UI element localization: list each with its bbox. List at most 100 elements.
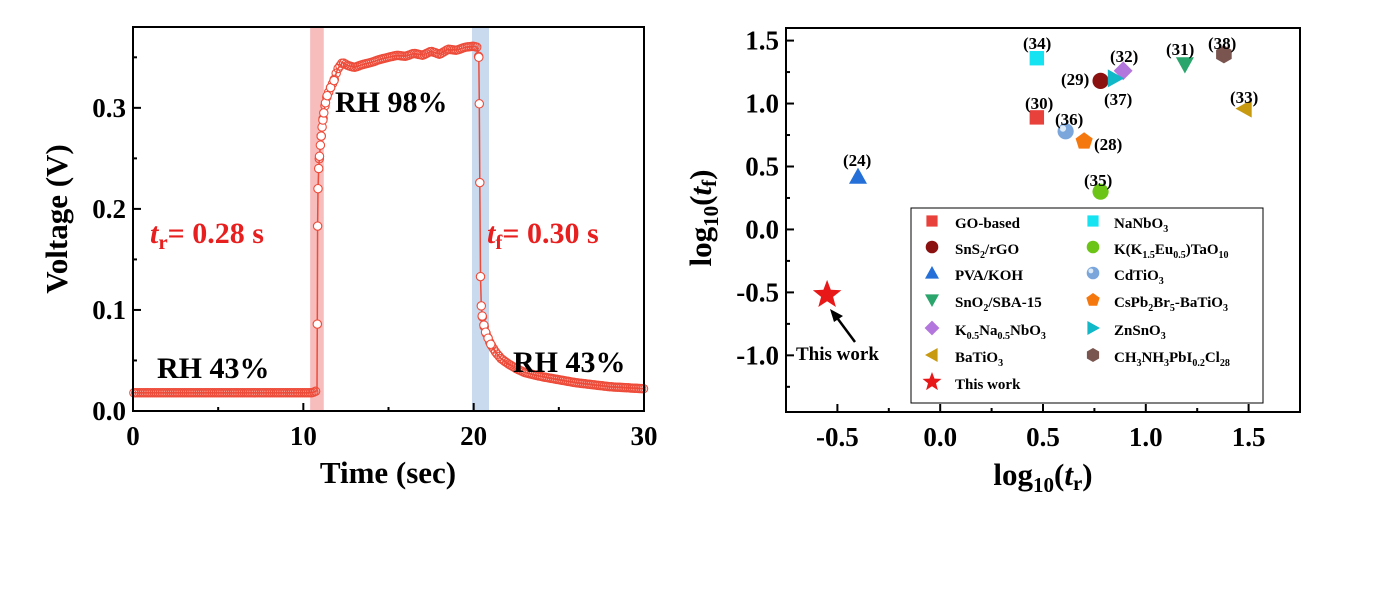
axis-ticks-right: -0.5 0.0 0.5 1.0 1.5 -1.0 -0.5 0.0 0.5 1.0 1.5 — [736, 26, 1301, 452]
point-pentagon — [1075, 132, 1093, 149]
this-work-label: This work — [796, 344, 879, 365]
voltage-point — [312, 221, 323, 231]
ref-label-32: (32) — [1110, 47, 1138, 66]
ref-label-30: (30) — [1025, 94, 1053, 113]
rise-time-value: = 0.28 s — [168, 217, 264, 250]
legend-marker-sno2 — [925, 294, 939, 307]
y-tick-label-right: -1.0 — [736, 340, 779, 370]
y-axis-title-right: log10(tf) — [683, 170, 723, 267]
annotation-rh98: RH 98% — [335, 86, 448, 119]
axis-ticks-left: 0 10 20 30 0.0 0.1 0.2 0.3 — [92, 56, 658, 451]
voltage-point — [474, 52, 484, 63]
x-axis-title-right: log10(tr) — [993, 457, 1092, 497]
voltage-point — [322, 90, 332, 101]
point-triangle-up — [849, 167, 867, 184]
y-tick-label-left: 0.3 — [92, 93, 126, 123]
annotation-rh43-right: RH 43% — [513, 346, 626, 379]
point-diamond — [1113, 61, 1133, 81]
legend-marker-kket — [1086, 240, 1100, 254]
voltage-point — [477, 311, 487, 321]
y-tick-label-right: -0.5 — [736, 277, 779, 307]
voltage-time-chart: 0 10 20 30 0.0 0.1 0.2 0.3 Time (sec) Voltage (… — [39, 26, 658, 490]
voltage-point — [313, 183, 323, 194]
fall-time-var: t — [487, 217, 497, 250]
x-tick-label-left: 10 — [290, 421, 317, 451]
ref-label-35: (35) — [1084, 171, 1112, 190]
y-tick-label-left: 0.2 — [92, 194, 126, 224]
legend-label-znsno3: ZnSnO3 — [1114, 323, 1166, 342]
this-work-arrow — [833, 314, 857, 343]
rise-time-label: tr= 0.28 s — [150, 217, 264, 254]
legend-label-mapbi: CH3NH3PbI0.2Cl28 — [1114, 350, 1230, 369]
legend-label-sno2: SnO2/SBA-15 — [955, 295, 1042, 314]
voltage-point — [315, 140, 326, 150]
legend: GO-based NaNbO3 SnS2/rGO K(K1.5Eu0.5)TaO… — [910, 207, 1264, 404]
legend-label-go: GO-based — [955, 216, 1021, 232]
y-tick-label-right: 1.0 — [745, 89, 779, 119]
legend-label-nanbo3: NaNbO3 — [1114, 216, 1168, 235]
this-work-arrowhead — [830, 309, 843, 322]
x-tick-label-right: 1.0 — [1129, 422, 1163, 452]
legend-marker-sns2 — [925, 240, 939, 254]
x-tick-label-right: -0.5 — [816, 422, 859, 452]
legend-box — [910, 207, 1264, 404]
voltage-point — [476, 301, 487, 311]
voltage-point — [485, 339, 496, 350]
ref-label-33: (33) — [1230, 88, 1258, 107]
legend-marker-nanbo3 — [1087, 215, 1099, 227]
sphere-highlight — [1088, 268, 1094, 274]
legend-marker-go — [926, 215, 938, 227]
legend-marker-knn — [924, 320, 940, 336]
rise-time-sub: r — [158, 230, 167, 254]
fall-time-sub: f — [495, 230, 503, 254]
voltage-point — [319, 108, 329, 118]
ref-label-37: (37) — [1104, 90, 1132, 109]
voltage-point — [314, 151, 325, 162]
y-tick-label-right: 1.5 — [745, 26, 779, 56]
annotation-rh43-left: RH 43% — [157, 352, 270, 385]
rise-time-var: t — [150, 217, 160, 250]
ref-label-28: (28) — [1094, 135, 1122, 154]
legend-marker-batio3 — [925, 348, 938, 362]
legend-label-sns2: SnS2/rGO — [955, 242, 1019, 261]
legend-marker-cspb — [1086, 293, 1100, 306]
voltage-point — [312, 319, 323, 329]
point-star — [812, 279, 842, 307]
legend-label-cspb: CsPb2Br5-BaTiO3 — [1114, 295, 1228, 314]
point-square — [1029, 110, 1045, 125]
legend-marker-pva — [925, 266, 939, 279]
y-tick-label-right: 0.0 — [745, 214, 779, 244]
legend-label-batio3: BaTiO3 — [955, 350, 1003, 369]
voltage-point — [316, 131, 326, 141]
x-tick-label-left: 20 — [460, 421, 487, 451]
legend-marker-mapbi — [1086, 348, 1100, 362]
point-triangle-down — [1175, 57, 1194, 74]
point-square — [1029, 51, 1045, 66]
voltage-point — [423, 47, 433, 58]
sphere-highlight — [1059, 125, 1067, 132]
legend-marker-thiswork — [922, 372, 942, 391]
voltage-point — [313, 163, 324, 174]
point-triangle-right — [1107, 69, 1124, 88]
point-hexagon — [1216, 45, 1232, 64]
voltage-series — [129, 41, 649, 398]
ref-label-36: (36) — [1055, 110, 1083, 129]
legend-marker-znsno3 — [1087, 321, 1100, 335]
voltage-point — [474, 99, 485, 109]
voltage-point — [475, 177, 485, 188]
y-tick-label-left: 0.0 — [92, 396, 126, 426]
x-tick-label-right: 0.5 — [1026, 422, 1060, 452]
ref-label-29: (29) — [1061, 70, 1089, 89]
legend-label-kket: K(K1.5Eu0.5)TaO10 — [1114, 242, 1229, 261]
point-circle — [1092, 72, 1109, 89]
fall-time-value: = 0.30 s — [502, 217, 598, 250]
legend-label-cdtio3: CdTiO3 — [1114, 268, 1164, 287]
point-triangle-left — [1235, 99, 1252, 118]
legend-label-thiswork: This work — [955, 377, 1021, 393]
x-tick-label-right: 0.0 — [923, 422, 957, 452]
x-tick-label-right: 1.5 — [1232, 422, 1266, 452]
x-axis-title-left: Time (sec) — [320, 455, 456, 490]
ref-label-31: (31) — [1166, 40, 1194, 59]
fall-time-label: tf= 0.30 s — [487, 217, 599, 254]
